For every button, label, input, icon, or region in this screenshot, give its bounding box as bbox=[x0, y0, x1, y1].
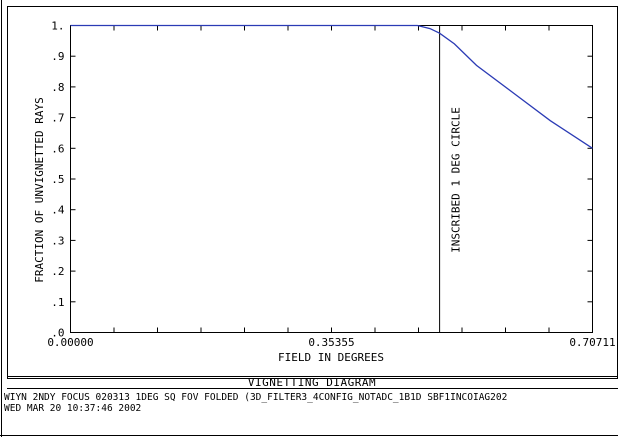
y-tick-label: .5 bbox=[51, 173, 64, 186]
y-tick-label: .0 bbox=[51, 327, 64, 340]
plot-area bbox=[70, 25, 593, 333]
y-tick-labels: .0 .1 .2 .3 .4 .5 .6 .7 .8 .9 1. bbox=[51, 20, 65, 340]
y-tick-label: .1 bbox=[51, 296, 64, 309]
y-tick-label: .2 bbox=[51, 265, 64, 278]
x-axis-label: FIELD IN DEGREES bbox=[278, 351, 384, 364]
y-tick-label: .6 bbox=[51, 142, 64, 155]
inscribed-circle-annotation: INSCRIBED 1 DEG CIRCLE bbox=[450, 107, 463, 253]
y-axis-label: FRACTION OF UNVIGNETTED RAYS bbox=[33, 97, 46, 282]
x-tick-label: 0.70711 bbox=[569, 336, 615, 349]
y-tick-label: .8 bbox=[51, 81, 64, 94]
y-tick-label: .7 bbox=[51, 112, 64, 125]
inner-frame bbox=[7, 6, 618, 379]
x-tick-label: 0.00000 bbox=[47, 336, 93, 349]
footer-description: WIYN 2NDY FOCUS 020313 1DEG SQ FOV FOLDE… bbox=[4, 392, 507, 403]
x-tick-labels: 0.00000 0.35355 0.70711 bbox=[47, 336, 615, 349]
chart-title: VIGNETTING DIAGRAM bbox=[248, 376, 376, 389]
footer-timestamp: WED MAR 20 10:37:46 2002 bbox=[4, 403, 141, 414]
y-tick-label: .4 bbox=[51, 204, 65, 217]
x-tick-label: 0.35355 bbox=[308, 336, 354, 349]
vignetting-curve bbox=[70, 24, 593, 149]
y-tick-label: .9 bbox=[51, 50, 64, 63]
y-tick-label: .3 bbox=[51, 234, 64, 247]
y-tick-label: 1. bbox=[51, 20, 64, 33]
tick-marks bbox=[70, 25, 593, 333]
